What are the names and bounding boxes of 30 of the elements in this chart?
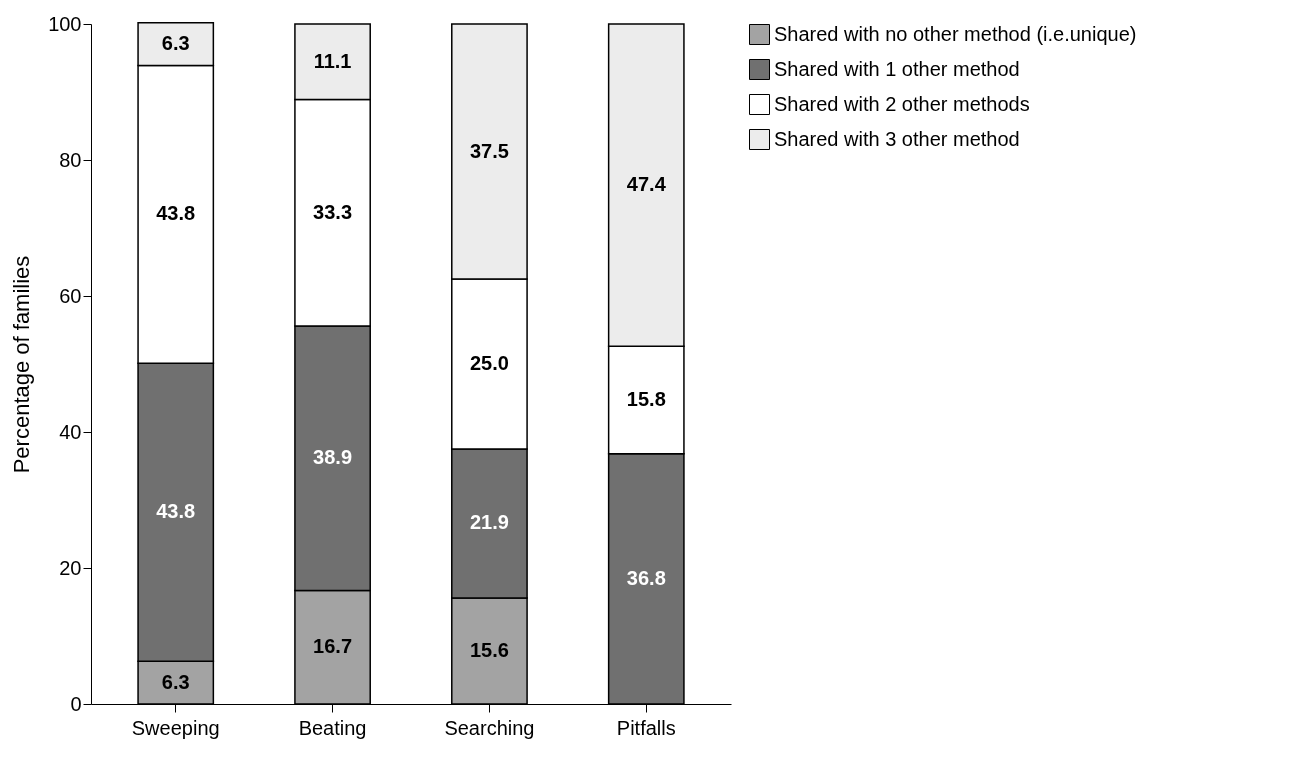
x-tick-label: Beating [298, 716, 367, 739]
legend-label: Shared with 2 other methods [774, 92, 1030, 115]
y-tick-label: 60 [59, 284, 82, 307]
data-label: 15.6 [469, 638, 509, 661]
data-label: 43.8 [156, 202, 196, 225]
data-label: 36.8 [626, 566, 666, 589]
data-label: 16.7 [313, 635, 353, 658]
y-axis-title: Percentage of families [9, 255, 35, 474]
y-tick-label: 0 [70, 692, 82, 715]
data-label: 43.8 [156, 500, 196, 523]
y-tick-label: 40 [59, 420, 82, 443]
y-tick-label: 20 [59, 556, 82, 579]
data-label: 38.9 [313, 446, 353, 469]
legend-label: Shared with 3 other method [774, 127, 1020, 150]
data-label: 6.3 [161, 32, 190, 55]
y-tick-label: 80 [59, 148, 82, 171]
data-label: 33.3 [313, 200, 353, 223]
x-tick-label: Pitfalls [616, 716, 676, 739]
data-label: 6.3 [161, 670, 190, 693]
y-tick-label: 100 [48, 12, 82, 35]
data-label: 21.9 [469, 511, 509, 534]
legend-label: Shared with 1 other method [774, 57, 1020, 80]
data-label: 11.1 [313, 49, 352, 72]
data-label: 25.0 [469, 352, 509, 374]
data-label: 47.4 [626, 173, 667, 196]
data-label: 37.5 [469, 139, 509, 162]
legend-label: Shared with no other method (i.e.unique) [774, 22, 1137, 45]
x-tick-label: Sweeping [131, 716, 220, 739]
data-label: 15.8 [626, 388, 666, 411]
x-tick-label: Searching [444, 716, 535, 739]
